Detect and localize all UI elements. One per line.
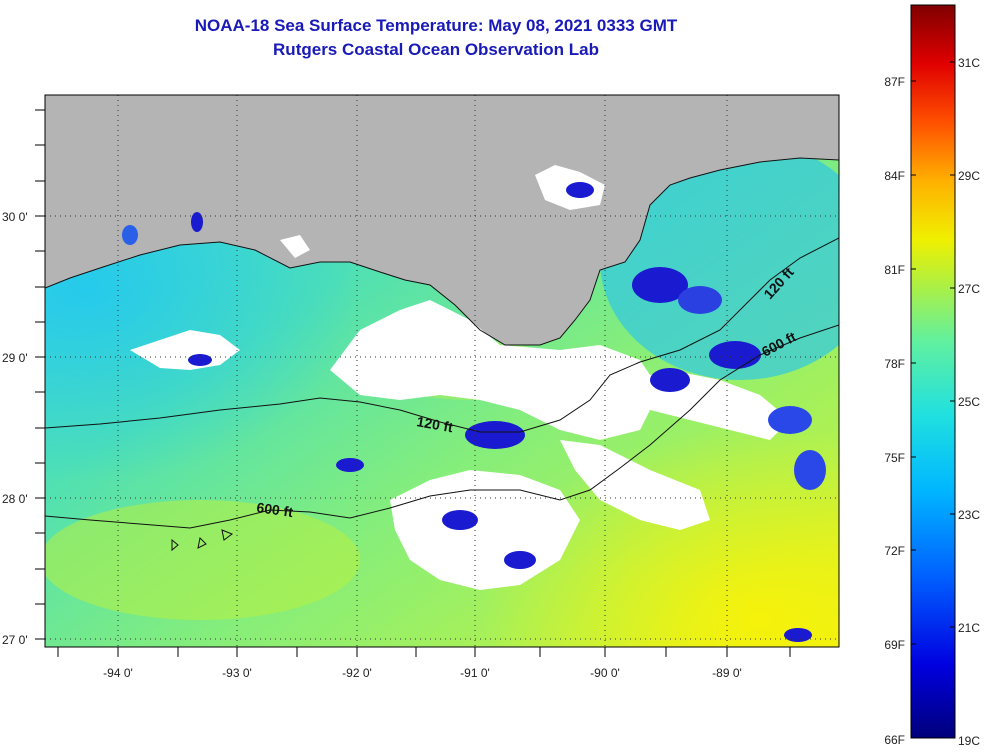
lat-label-30: 30 0': [2, 210, 28, 224]
cbar-label-23c: 23C: [958, 508, 980, 522]
lat-label-29: 29 0': [2, 351, 28, 365]
cbar-label-84f: 84F: [884, 169, 905, 183]
lat-label-27: 27 0': [2, 633, 28, 647]
cbar-label-29c: 29C: [958, 169, 980, 183]
land-mass: [45, 95, 839, 345]
cbar-label-25c: 25C: [958, 395, 980, 409]
cbar-label-21c: 21C: [958, 621, 980, 635]
lon-label-93: -93 0': [222, 666, 252, 680]
contour-label-600ft-west: 600 ft: [256, 499, 295, 520]
lon-label-92: -92 0': [342, 666, 372, 680]
contour-label-120ft-west: 120 ft: [415, 413, 454, 435]
graticule: [45, 95, 839, 647]
chart-title: NOAA-18 Sea Surface Temperature: May 08,…: [194, 16, 678, 35]
plot-frame: [44, 94, 840, 648]
contours: [45, 157, 839, 552]
cbar-label-31c: 31C: [958, 56, 980, 70]
contour-coastline: [45, 157, 839, 346]
cold-water-patches: [122, 182, 826, 642]
lon-label-94: -94 0': [103, 666, 133, 680]
contour-600ft: [45, 324, 839, 529]
colorbar-scale: [910, 4, 956, 739]
cbar-label-69f: 69F: [884, 638, 905, 652]
cbar-label-81f: 81F: [884, 263, 905, 277]
colorbar-ticks: [911, 61, 955, 645]
cbar-label-72f: 72F: [884, 544, 905, 558]
lat-label-28: 28 0': [2, 492, 28, 506]
cbar-label-78f: 78F: [884, 357, 905, 371]
map-field: 120 ft 600 ft 120 ft 600 ft: [45, 95, 839, 647]
cbar-label-87f: 87F: [884, 75, 905, 89]
contour-120ft: [45, 237, 839, 433]
lon-label-89: -89 0': [712, 666, 742, 680]
cbar-label-19c: 19C: [958, 734, 980, 748]
chart-subtitle: Rutgers Coastal Ocean Observation Lab: [273, 40, 599, 59]
axis-ticks: [35, 109, 791, 657]
cbar-label-75f: 75F: [884, 451, 905, 465]
cbar-label-27c: 27C: [958, 282, 980, 296]
lon-label-91: -91 0': [460, 666, 490, 680]
cbar-label-66f: 66F: [884, 733, 905, 747]
lon-label-90: -90 0': [590, 666, 620, 680]
